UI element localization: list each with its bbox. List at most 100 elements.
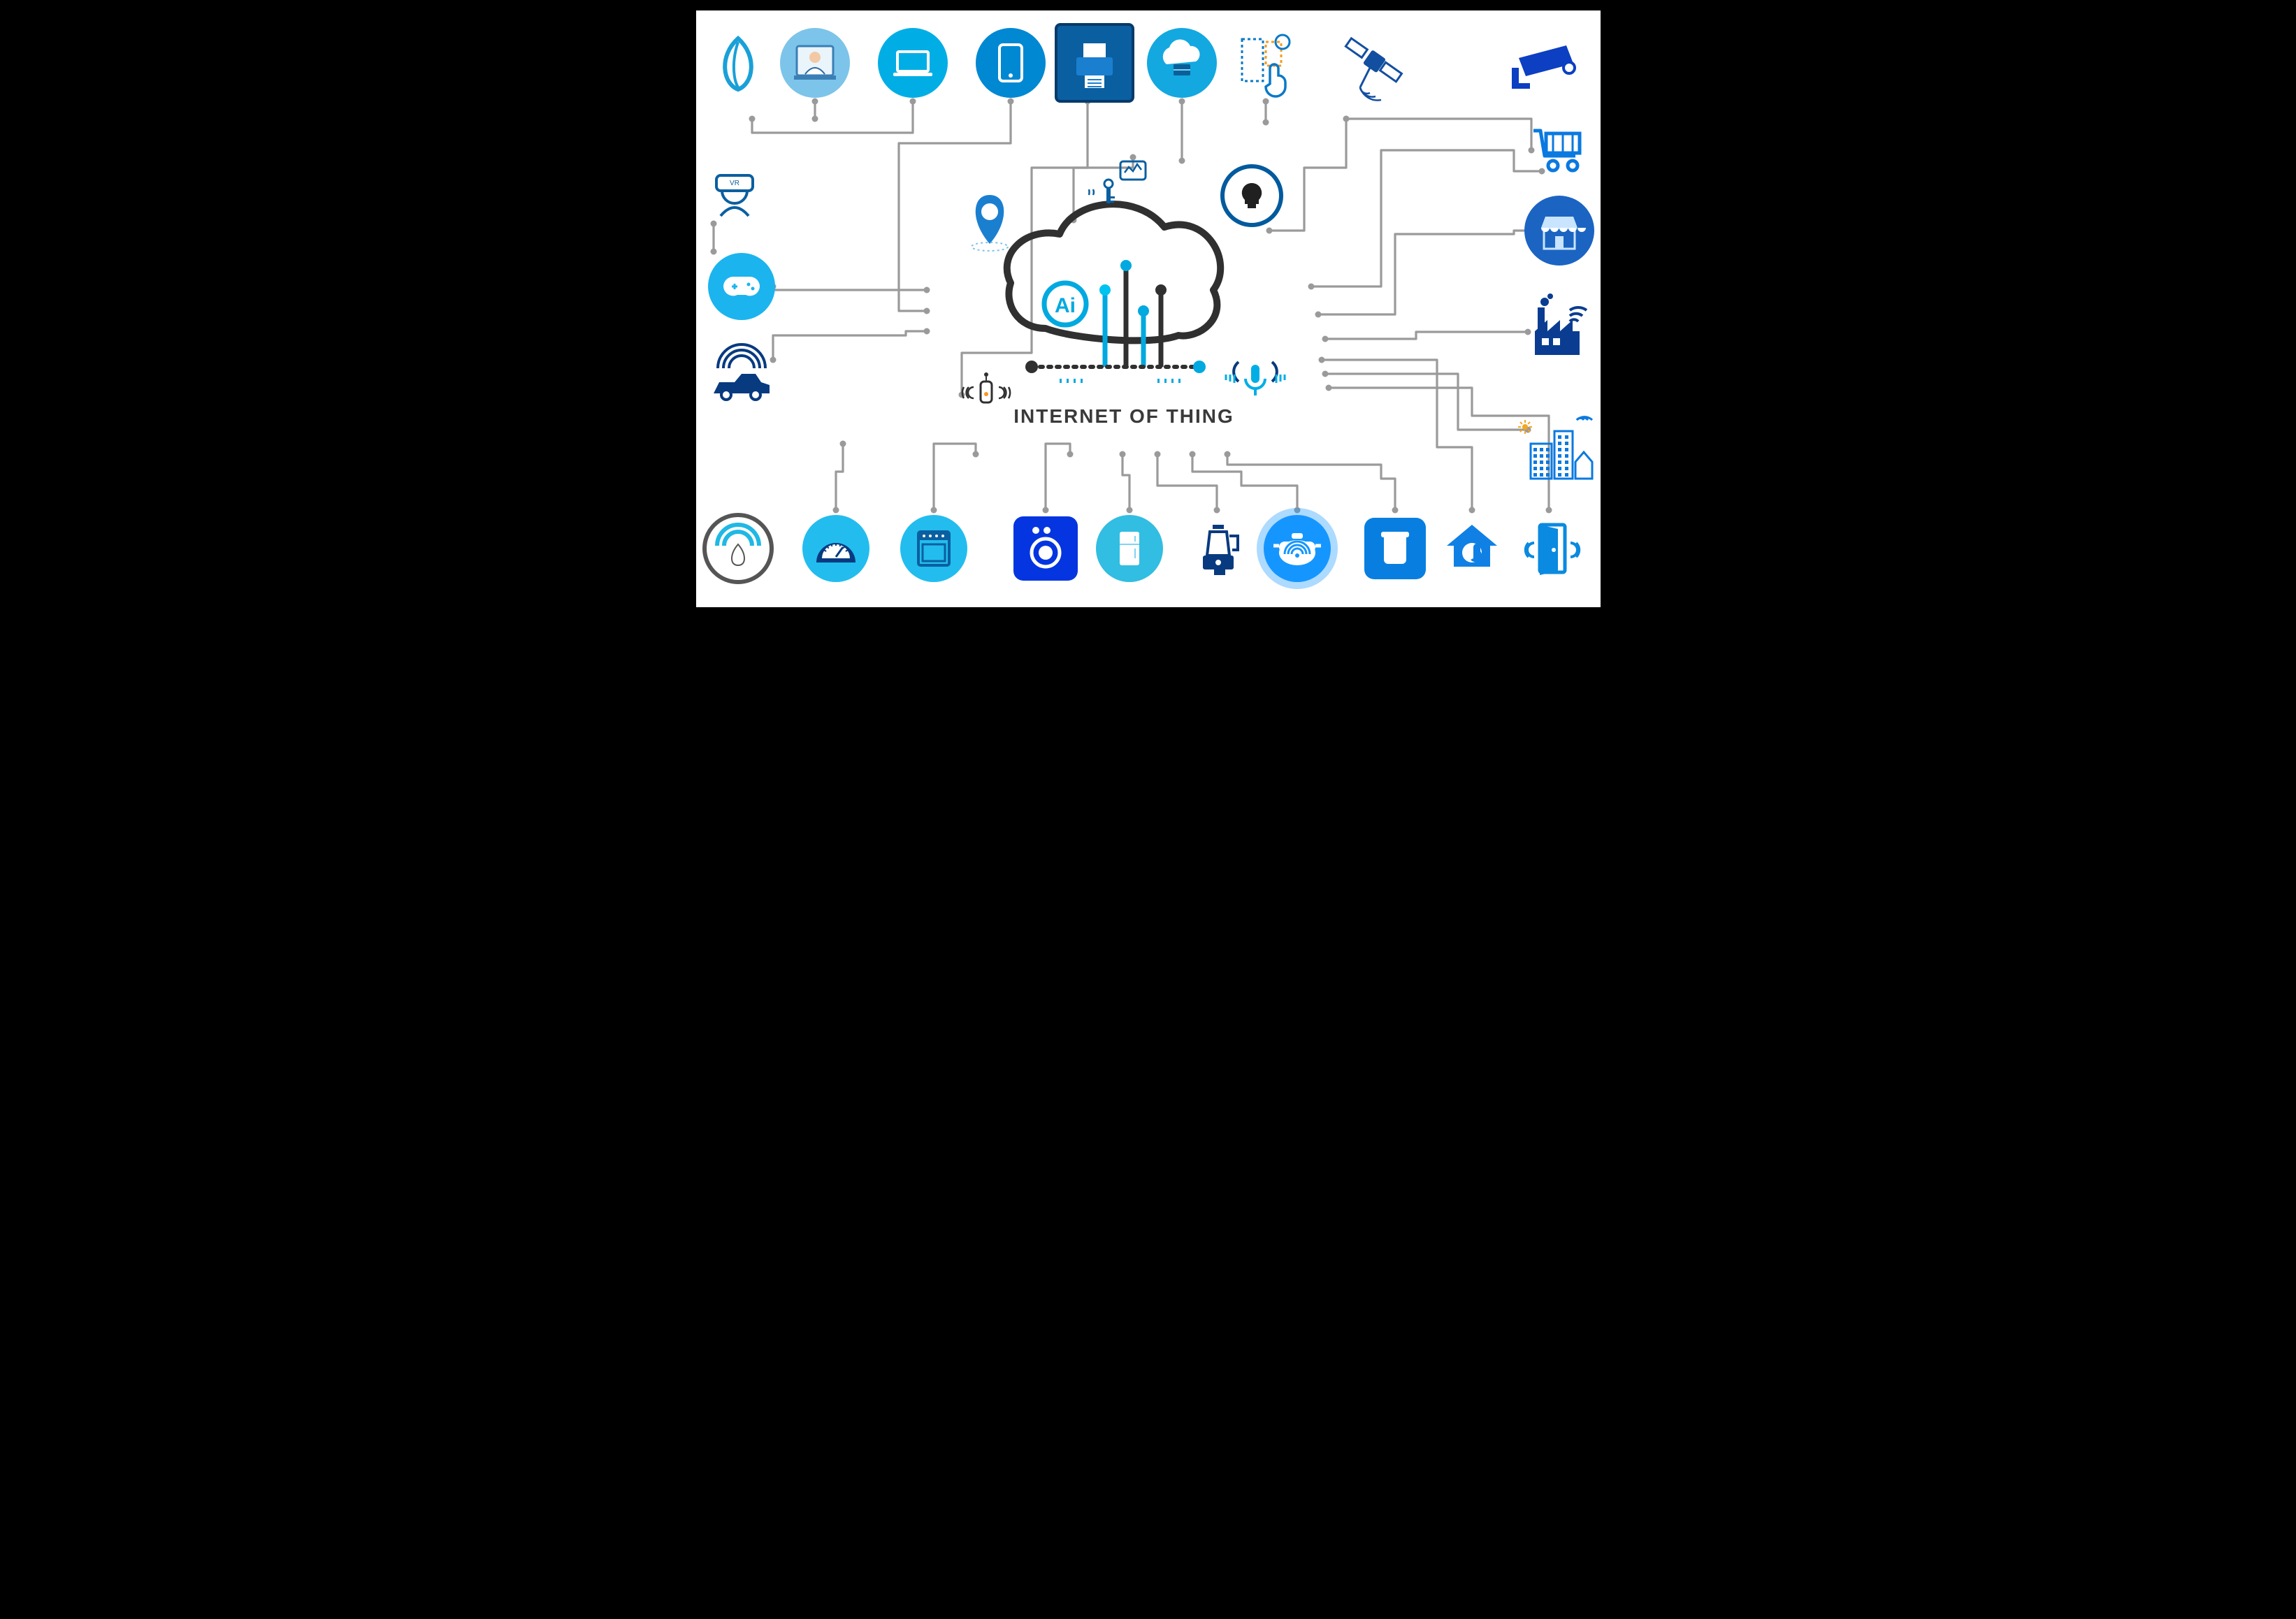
edge (1325, 332, 1528, 339)
laptop-icon (878, 28, 948, 98)
edge-endpoint (1538, 168, 1545, 175)
shopping-cart-icon (1533, 131, 1580, 170)
edge (1346, 119, 1531, 150)
edge-endpoint (1315, 312, 1321, 318)
leaf-icon (725, 38, 751, 89)
edge-endpoint (1129, 154, 1136, 161)
smart-scale-icon (802, 515, 869, 582)
edge-endpoint (1318, 357, 1324, 363)
edge-endpoint (909, 99, 916, 105)
smartphone-icon (976, 28, 1046, 98)
edge (1329, 388, 1549, 510)
refrigerator-icon (1096, 515, 1163, 582)
edge-endpoint (710, 221, 716, 227)
edge-endpoint (1224, 451, 1230, 458)
center-pin-dot (1138, 305, 1149, 317)
edge (773, 286, 927, 290)
key-sensor-icon (1089, 180, 1115, 203)
smart-container-icon (1364, 518, 1426, 579)
cloud-server-icon (1147, 28, 1217, 98)
edge (1122, 454, 1129, 510)
blender-icon (1203, 525, 1238, 575)
cloud-outline (1006, 204, 1220, 340)
edge-endpoint (1392, 507, 1398, 514)
edge-endpoint (1322, 336, 1328, 342)
location-pin-icon (972, 195, 1008, 251)
edge-endpoint (1524, 329, 1531, 335)
ai-badge-label: Ai (1055, 294, 1076, 317)
cctv-camera-icon (1512, 45, 1575, 89)
edge-endpoint (1178, 99, 1185, 105)
edge (836, 444, 843, 510)
factory-icon (1535, 293, 1587, 355)
edge-endpoint (710, 249, 716, 255)
edge-endpoint (1067, 451, 1073, 458)
edge-endpoint (1007, 99, 1013, 105)
edge-endpoint (930, 507, 937, 514)
edge-endpoint (1042, 507, 1048, 514)
smart-cooker-icon (1257, 508, 1338, 589)
edge (1157, 454, 1217, 510)
edge-endpoint (1154, 451, 1160, 458)
edge-endpoint (811, 116, 818, 122)
edge-endpoint (1322, 371, 1328, 377)
lightbulb-icon (1222, 166, 1281, 225)
gamepad-icon (708, 253, 775, 320)
diagram-frame: Ai INTERNET OF THING VR (694, 8, 1603, 609)
storefront-icon (1524, 196, 1594, 266)
oven-icon (900, 515, 967, 582)
smart-city-icon (1518, 417, 1592, 479)
edge-endpoint (1119, 451, 1125, 458)
edge-endpoint (1213, 507, 1220, 514)
edge (1046, 444, 1070, 510)
microphone-icon (1226, 362, 1285, 395)
diagram-title: INTERNET OF THING (1013, 405, 1234, 427)
smart-home-icon (1447, 525, 1497, 567)
bus-dot (1193, 361, 1206, 373)
center-pin-dot (1155, 284, 1167, 296)
edge-endpoint (1178, 158, 1185, 164)
edge (1322, 360, 1472, 510)
edge-endpoint (1528, 147, 1534, 154)
edge-endpoint (749, 116, 755, 122)
edge-endpoint (972, 451, 979, 458)
edge (1318, 231, 1542, 314)
edge-endpoint (923, 287, 930, 293)
center-pin-dot (1099, 284, 1111, 296)
edge-endpoint (1262, 99, 1269, 105)
edge-endpoint (1343, 116, 1349, 122)
edge (1311, 150, 1542, 286)
edge-endpoint (1126, 507, 1132, 514)
edge-endpoint (839, 441, 846, 447)
vr-headset-icon: VR (716, 175, 753, 216)
edge (1269, 119, 1346, 231)
edge (1325, 374, 1528, 430)
svg-text:VR: VR (730, 180, 739, 187)
edge-endpoint (923, 308, 930, 314)
edge-endpoint (832, 507, 839, 514)
satellite-icon (1345, 38, 1401, 101)
telehealth-icon (780, 28, 850, 98)
remote-sensor-icon (962, 372, 1009, 402)
edge-endpoint (1189, 451, 1195, 458)
edge-endpoint (923, 328, 930, 335)
washing-machine-icon (1013, 516, 1078, 581)
edge-endpoint (1266, 228, 1272, 234)
edge-endpoint (770, 357, 776, 363)
edge (934, 444, 976, 510)
edge (962, 101, 1088, 395)
center-pin-dot (1120, 260, 1132, 271)
edge-endpoint (1262, 119, 1269, 126)
touch-interface-icon (1242, 35, 1290, 96)
edge (1192, 454, 1297, 510)
printer-icon (1056, 24, 1133, 101)
edge-endpoint (1325, 385, 1331, 391)
edge-endpoint (1308, 284, 1314, 290)
bus-dot (1025, 361, 1038, 373)
edge-endpoint (811, 99, 818, 105)
center-cloud: Ai INTERNET OF THING (1006, 204, 1234, 427)
edge-endpoint (1468, 507, 1475, 514)
edge-endpoint (1545, 507, 1552, 514)
smart-door-icon (1525, 525, 1578, 575)
connected-car-icon (714, 344, 770, 400)
